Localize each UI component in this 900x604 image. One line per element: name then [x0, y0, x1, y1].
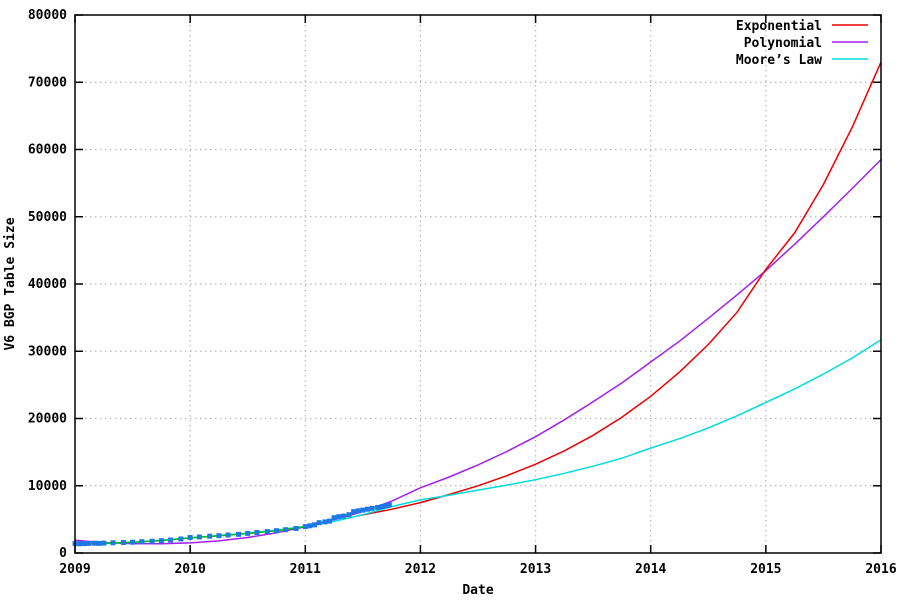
data-point-observed-v6-bgp-table-size	[274, 528, 279, 534]
data-point-observed-v6-bgp-table-size	[312, 522, 317, 528]
data-point-observed-v6-bgp-table-size	[96, 540, 102, 546]
data-point-observed-v6-bgp-table-size	[386, 502, 392, 508]
data-point-observed-v6-bgp-table-size	[196, 534, 202, 540]
x-tick-label: 2010	[174, 562, 205, 577]
legend: Exponential Polynomial Moore’s Law	[736, 19, 868, 68]
series-line-exponential-fit	[356, 61, 882, 517]
data-point-observed-v6-bgp-table-size	[178, 536, 184, 542]
data-point-observed-v6-bgp-table-size	[254, 530, 260, 535]
data-point-observed-v6-bgp-table-size	[351, 509, 357, 515]
data-point-observed-v6-bgp-table-size	[139, 539, 145, 545]
data-point-observed-v6-bgp-table-size	[187, 535, 193, 540]
data-point-observed-v6-bgp-table-size	[149, 538, 155, 544]
y-tick-label: 60000	[28, 143, 67, 158]
x-tick-label: 2009	[59, 562, 90, 577]
x-tick-label: 2011	[290, 562, 321, 577]
x-tick-label: 2012	[405, 562, 436, 577]
y-tick-label: 10000	[28, 479, 67, 494]
data-point-observed-v6-bgp-table-size	[92, 540, 98, 546]
data-point-observed-v6-bgp-table-size	[168, 537, 174, 543]
data-point-observed-v6-bgp-table-size	[130, 539, 136, 545]
x-tick-label: 2014	[635, 562, 666, 577]
data-point-observed-v6-bgp-table-size	[245, 530, 251, 536]
series-line-polynomial-fit	[74, 159, 882, 545]
series-line-moores-law-fit	[74, 339, 882, 546]
data-point-observed-v6-bgp-table-size	[336, 514, 342, 520]
x-axis-title: Date	[462, 583, 493, 598]
data-point-observed-v6-bgp-table-size	[86, 540, 92, 546]
x-tick-label: 2016	[865, 562, 896, 577]
data-point-observed-v6-bgp-table-size	[216, 533, 222, 539]
x-tick-label: 2015	[750, 562, 781, 577]
data-point-observed-v6-bgp-table-size	[207, 533, 213, 539]
data-point-observed-v6-bgp-table-size	[283, 527, 289, 533]
plot-border	[74, 14, 882, 554]
y-tick-label: 30000	[28, 344, 67, 359]
data-point-observed-v6-bgp-table-size	[375, 504, 381, 510]
data-point-observed-v6-bgp-table-size	[327, 518, 332, 524]
y-tick-label: 40000	[28, 277, 67, 292]
data-point-observed-v6-bgp-table-size	[120, 540, 126, 545]
data-point-observed-v6-bgp-table-size	[340, 513, 346, 519]
y-tick-label: 70000	[28, 75, 67, 90]
y-axis-title: V6 BGP Table Size	[3, 217, 18, 350]
data-point-observed-v6-bgp-table-size	[322, 519, 328, 525]
data-point-observed-v6-bgp-table-size	[331, 515, 337, 521]
data-point-observed-v6-bgp-table-size	[346, 512, 352, 518]
data-point-observed-v6-bgp-table-size	[236, 531, 241, 537]
series-line-smoothed-observed-data	[74, 504, 392, 545]
data-point-observed-v6-bgp-table-size	[369, 505, 375, 511]
data-point-observed-v6-bgp-table-size	[158, 538, 164, 544]
y-tick-label: 20000	[28, 412, 67, 427]
y-tick-label: 0	[59, 546, 67, 561]
data-point-observed-v6-bgp-table-size	[101, 540, 107, 546]
data-point-observed-v6-bgp-table-size	[77, 541, 83, 547]
data-point-observed-v6-bgp-table-size	[264, 529, 270, 535]
data-point-observed-v6-bgp-table-size	[316, 520, 322, 526]
plot-area: 2009 2010 2011 2012 2013 2014 2015 2016 0 10000 20…	[28, 8, 897, 577]
data-point-observed-v6-bgp-table-size	[225, 532, 231, 538]
legend-label-moores-law: Moore’s Law	[736, 53, 822, 68]
data-point-observed-v6-bgp-table-size	[365, 506, 370, 512]
data-point-observed-v6-bgp-table-size	[302, 524, 308, 530]
x-tick-label: 2013	[520, 562, 551, 577]
data-point-observed-v6-bgp-table-size	[293, 526, 299, 531]
data-point-observed-v6-bgp-table-size	[110, 540, 116, 546]
y-tick-label: 50000	[28, 210, 67, 225]
data-point-observed-v6-bgp-table-size	[307, 523, 313, 529]
data-point-observed-v6-bgp-table-size	[379, 504, 385, 510]
legend-label-exponential: Exponential	[736, 19, 822, 34]
data-point-observed-v6-bgp-table-size	[81, 541, 87, 547]
data-point-observed-v6-bgp-table-size	[355, 508, 361, 514]
data-point-observed-v6-bgp-table-size	[360, 507, 366, 513]
legend-label-polynomial: Polynomial	[744, 36, 822, 51]
y-tick-label: 80000	[28, 8, 67, 23]
